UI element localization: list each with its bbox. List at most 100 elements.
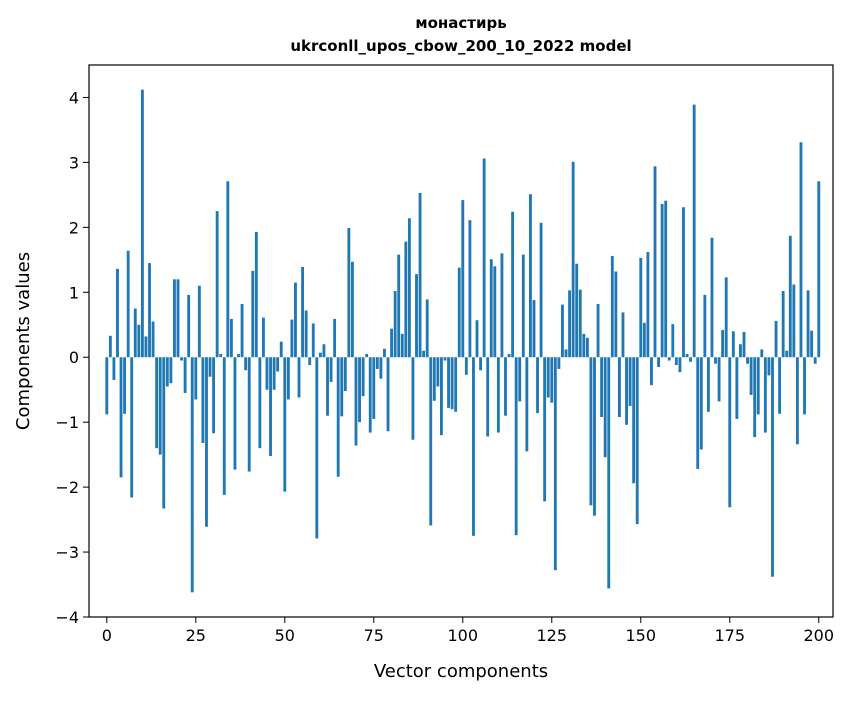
bar-147 — [628, 357, 632, 406]
bar-181 — [749, 357, 753, 395]
bar-176 — [731, 331, 735, 358]
bar-193 — [792, 284, 796, 358]
bar-95 — [443, 357, 447, 361]
bar-34 — [226, 181, 230, 358]
bar-141 — [607, 357, 611, 589]
bar-156 — [660, 203, 664, 358]
bar-196 — [803, 357, 806, 415]
bar-47 — [272, 357, 276, 390]
bar-78 — [383, 348, 386, 358]
bar-133 — [578, 289, 582, 358]
bar-128 — [561, 304, 564, 358]
bar-194 — [795, 357, 799, 445]
bar-140 — [603, 357, 607, 458]
bar-11 — [144, 336, 148, 358]
bar-46 — [269, 357, 272, 456]
bar-40 — [247, 357, 251, 472]
y-axis-label: Components values — [13, 252, 34, 430]
bar-10 — [140, 89, 144, 358]
bar-113 — [507, 353, 511, 358]
bar-145 — [621, 312, 625, 358]
bar-90 — [425, 299, 429, 358]
x-tick-label: 175 — [714, 626, 745, 645]
bar-167 — [699, 357, 703, 450]
bar-15 — [158, 357, 162, 455]
bar-19 — [173, 279, 176, 358]
y-tick-label: 2 — [69, 218, 79, 237]
bar-160 — [674, 357, 678, 366]
bar-91 — [429, 357, 433, 526]
bar-94 — [440, 357, 443, 436]
y-tick-label: 1 — [69, 283, 79, 302]
x-tick-label: 100 — [448, 626, 479, 645]
bar-153 — [650, 357, 653, 386]
bar-100 — [461, 200, 465, 358]
bar-121 — [536, 357, 539, 414]
bar-63 — [329, 357, 333, 382]
bar-28 — [205, 357, 208, 527]
bar-185 — [763, 357, 767, 433]
bar-102 — [468, 220, 472, 358]
bar-104 — [475, 320, 479, 358]
bar-108 — [489, 259, 493, 358]
bar-20 — [176, 279, 180, 358]
bar-86 — [411, 357, 415, 440]
bar-130 — [568, 290, 571, 358]
bar-158 — [667, 357, 671, 361]
bar-60 — [318, 352, 322, 358]
bar-180 — [746, 357, 749, 364]
bar-190 — [781, 291, 785, 358]
bar-27 — [201, 357, 205, 443]
bar-119 — [528, 194, 532, 358]
bar-169 — [706, 357, 710, 412]
bar-131 — [571, 161, 575, 358]
y-tick-label: 4 — [69, 88, 79, 107]
bar-151 — [642, 322, 646, 358]
chart-subtitle: ukrconll_upos_cbow_200_10_2022 model — [290, 37, 631, 55]
bar-105 — [479, 357, 483, 371]
bar-112 — [504, 357, 507, 416]
bar-14 — [155, 357, 159, 449]
y-tick-label: 3 — [69, 153, 79, 172]
bar-198 — [810, 330, 814, 358]
bar-137 — [593, 357, 596, 516]
ticks-group: 0 25 50 75 100 125 150 175 200 −4 −3 −2 −1 0 1 2 3 4 — [55, 88, 834, 645]
bar-45 — [265, 357, 269, 390]
bar-173 — [721, 329, 725, 358]
bar-143 — [614, 271, 618, 358]
bar-26 — [197, 285, 201, 358]
bar-110 — [496, 357, 500, 433]
bar-75 — [372, 357, 376, 419]
bar-38 — [240, 303, 244, 358]
bar-21 — [180, 357, 183, 361]
bar-8 — [133, 308, 137, 358]
bar-172 — [717, 357, 721, 402]
bar-12 — [148, 263, 151, 358]
bar-98 — [454, 357, 458, 412]
x-tick-label: 25 — [186, 626, 206, 645]
bar-9 — [137, 324, 141, 358]
bar-68 — [347, 228, 351, 358]
bar-16 — [162, 357, 166, 509]
bar-2 — [112, 357, 116, 380]
x-tick-label: 150 — [625, 626, 656, 645]
plot-area-frame — [88, 64, 834, 618]
bar-54 — [297, 357, 301, 398]
bar-65 — [336, 357, 340, 477]
bar-33 — [222, 357, 226, 495]
bar-168 — [703, 294, 707, 358]
bar-35 — [229, 318, 233, 358]
bar-64 — [333, 318, 337, 358]
bar-161 — [678, 357, 682, 373]
bar-124 — [546, 357, 550, 398]
bar-184 — [760, 349, 764, 358]
bar-163 — [685, 353, 689, 358]
bar-4 — [119, 357, 123, 478]
bar-59 — [315, 357, 319, 539]
x-tick-label: 125 — [537, 626, 568, 645]
bar-81 — [393, 291, 397, 358]
bar-164 — [689, 357, 693, 362]
bar-84 — [404, 241, 408, 358]
bar-3 — [116, 268, 119, 358]
bar-49 — [279, 341, 283, 358]
